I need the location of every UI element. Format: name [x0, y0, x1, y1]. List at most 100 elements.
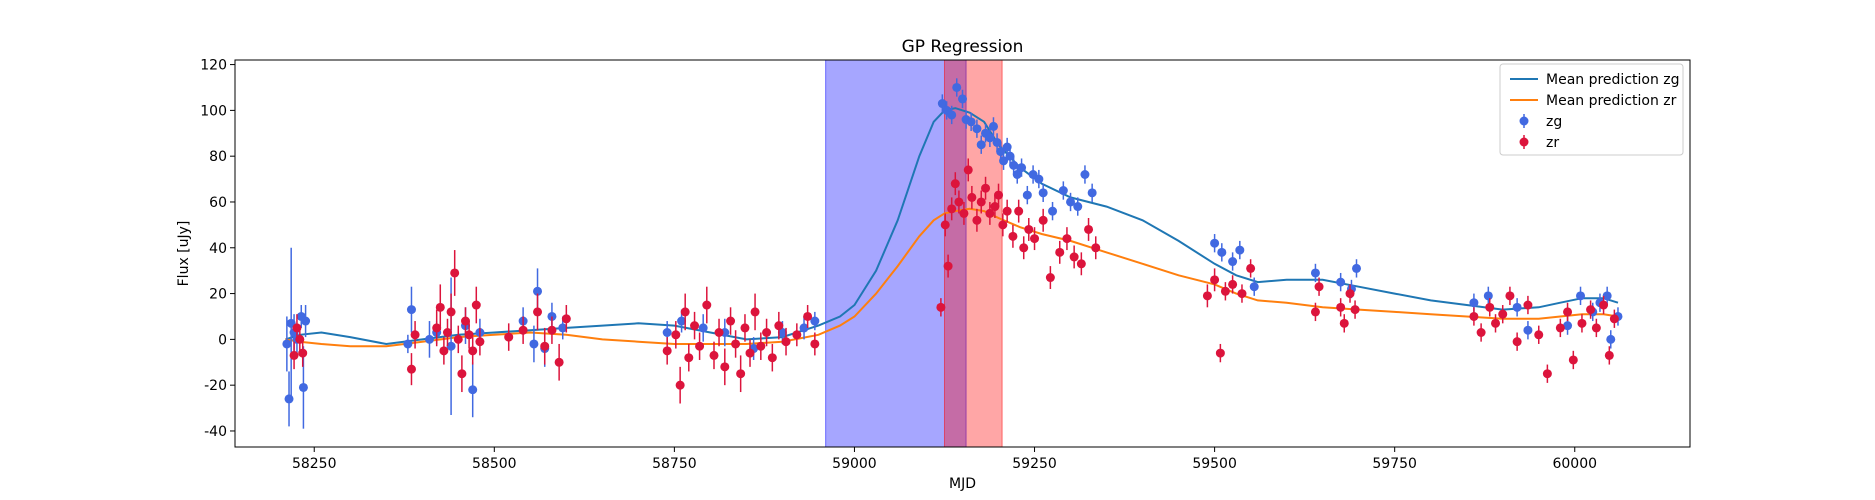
mean-prediction-line-0: [285, 107, 1619, 346]
data-point-zg-70: [1483, 291, 1493, 301]
data-point-zr-3: [298, 348, 308, 358]
data-point-zr-7: [435, 302, 445, 312]
data-point-zr-62: [981, 183, 991, 193]
data-point-zr-12: [453, 334, 463, 344]
data-point-zg-27: [777, 328, 787, 338]
y-axis-label: Flux [uJy]: [176, 221, 192, 287]
highlight-band-0: [825, 59, 967, 448]
legend-marker-3: [1519, 137, 1529, 147]
data-point-zr-26: [662, 346, 672, 356]
legend: Mean prediction zg Mean prediction zr zg zr: [1499, 63, 1684, 156]
legend-label-1: Mean prediction zr: [1546, 93, 1677, 109]
data-point-zr-31: [690, 321, 700, 331]
data-point-zr-15: [464, 330, 474, 340]
data-point-zg-64: [1249, 282, 1259, 292]
data-point-zr-52: [940, 220, 950, 230]
data-point-zr-112: [1609, 314, 1619, 324]
data-point-zr-29: [680, 307, 690, 317]
data-point-zg-52: [1034, 174, 1044, 184]
data-point-zr-20: [518, 325, 528, 335]
data-point-zr-104: [1555, 323, 1565, 333]
plot-frame: [234, 59, 1691, 448]
data-point-zg-60: [1210, 238, 1220, 248]
data-point-zg-63: [1235, 245, 1245, 255]
data-point-zr-48: [792, 330, 802, 340]
data-point-zr-5: [410, 330, 420, 340]
data-point-zg-42: [992, 137, 1002, 147]
data-point-zg-59: [1087, 188, 1097, 198]
legend-label-0: Mean prediction zg: [1546, 72, 1680, 88]
data-point-zg-74: [1576, 291, 1586, 301]
data-point-zr-73: [1038, 215, 1048, 225]
data-point-zr-98: [1498, 309, 1508, 319]
data-point-zr-92: [1345, 289, 1355, 299]
data-point-zg-49: [1017, 163, 1027, 173]
series-zg: [282, 78, 1623, 429]
data-point-zg-1: [284, 394, 294, 404]
data-point-zg-9: [406, 305, 416, 315]
data-point-zr-50: [810, 339, 820, 349]
y-tick-label-2: 0: [218, 332, 227, 348]
data-point-zr-90: [1336, 302, 1346, 312]
data-point-zr-75: [1055, 247, 1065, 257]
data-point-zr-42: [750, 307, 760, 317]
data-point-zr-23: [547, 325, 557, 335]
data-point-zr-89: [1314, 282, 1324, 292]
data-point-zr-99: [1505, 291, 1515, 301]
data-point-zr-47: [781, 337, 791, 347]
data-point-zr-56: [954, 197, 964, 207]
data-point-zg-56: [1066, 197, 1076, 207]
data-point-zr-44: [762, 328, 772, 338]
data-point-zr-6: [432, 323, 442, 333]
data-point-zr-68: [1008, 231, 1018, 241]
data-point-zg-54: [1048, 206, 1058, 216]
data-point-zr-70: [1019, 243, 1029, 253]
data-point-zr-10: [446, 307, 456, 317]
data-point-zr-66: [998, 220, 1008, 230]
data-point-zr-39: [736, 369, 746, 379]
data-point-zr-35: [714, 328, 724, 338]
data-point-zg-7: [301, 316, 311, 326]
y-tick-label-5: 60: [209, 195, 227, 211]
data-point-zr-110: [1599, 300, 1609, 310]
data-point-zr-41: [745, 348, 755, 358]
data-point-zr-59: [967, 192, 977, 202]
data-point-zr-85: [1228, 279, 1238, 289]
data-point-zr-49: [803, 311, 813, 321]
data-point-zr-95: [1476, 328, 1486, 338]
data-point-zr-11: [450, 268, 460, 278]
data-point-zg-46: [1005, 151, 1015, 161]
data-point-zg-18: [533, 286, 543, 296]
x-tick-label-4: 59250: [1012, 456, 1057, 472]
data-point-zr-9: [442, 328, 452, 338]
data-point-zr-88: [1310, 307, 1320, 317]
data-point-zg-34: [958, 94, 967, 104]
data-point-zr-78: [1076, 259, 1086, 269]
data-point-zr-111: [1604, 350, 1614, 360]
data-point-zg-68: [1352, 263, 1362, 273]
data-point-zg-58: [1080, 169, 1090, 179]
data-point-zr-25: [561, 314, 571, 324]
data-point-zr-76: [1062, 234, 1072, 244]
data-point-zr-58: [963, 165, 973, 175]
data-point-zr-8: [439, 346, 449, 356]
data-point-zr-4: [406, 364, 416, 374]
y-tick-label-7: 100: [200, 103, 227, 119]
data-point-zr-79: [1084, 224, 1094, 234]
data-point-zr-101: [1523, 300, 1533, 310]
data-point-zg-21: [558, 323, 568, 333]
data-point-zr-87: [1246, 263, 1256, 273]
data-point-zg-47: [1009, 160, 1019, 170]
data-point-zr-19: [504, 332, 514, 342]
data-point-zr-81: [1202, 291, 1212, 301]
data-point-zg-10: [424, 334, 434, 344]
data-point-zr-107: [1577, 318, 1587, 328]
x-tick-label-6: 59750: [1372, 456, 1417, 472]
data-point-zg-69: [1469, 298, 1479, 308]
data-point-zr-74: [1045, 273, 1055, 283]
data-point-zg-12: [446, 341, 456, 351]
data-point-zg-38: [976, 140, 986, 150]
data-point-zr-72: [1030, 234, 1040, 244]
x-tick-label-5: 59500: [1192, 456, 1237, 472]
y-tick-label-1: -20: [204, 378, 227, 394]
